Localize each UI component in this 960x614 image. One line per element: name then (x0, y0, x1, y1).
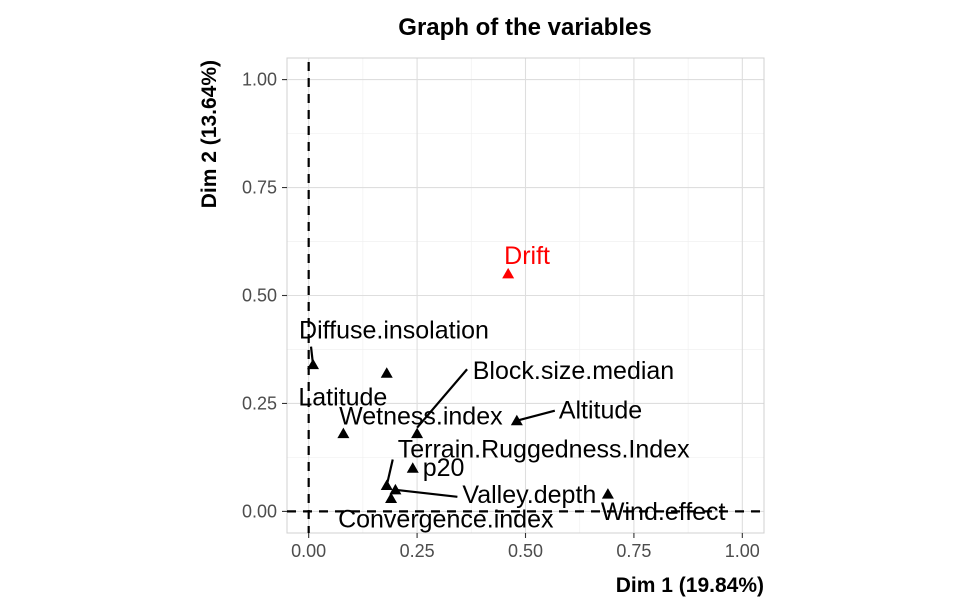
y-tick-label: 0.25 (242, 393, 277, 413)
point-drift (502, 267, 515, 279)
point-p20 (406, 462, 419, 473)
grid (287, 58, 764, 533)
label-latitude: Latitude (298, 384, 387, 412)
segment-valley-depth (395, 488, 458, 498)
label-convergence-index: Convergence.index (338, 505, 554, 533)
label-wetness-index: Wetness.index (339, 403, 503, 431)
data-points (307, 267, 614, 503)
x-tick-label: 0.00 (291, 541, 326, 561)
point-valley-depth (389, 483, 402, 495)
label-terrain-ruggedness-index: Terrain.Ruggedness.Index (398, 436, 690, 464)
label-diffuse-insolation: Diffuse.insolation (299, 317, 489, 345)
axis-ticks: 0.00 0.25 0.50 0.75 1.00 0.00 0.25 0.50 0.75 1.00 (242, 70, 760, 561)
y-tick-label: 0.75 (242, 178, 277, 198)
point-latitude (337, 427, 350, 439)
point-diffuse-insolation (307, 358, 320, 370)
x-axis-title: Dim 1 (19.84%) (616, 574, 764, 597)
x-tick-label: 0.75 (616, 541, 651, 561)
label-block-size-median: Block.size.median (473, 357, 674, 385)
point-wind-effect (601, 488, 614, 499)
point-altitude (510, 414, 523, 426)
reference-lines (287, 62, 764, 533)
x-tick-label: 1.00 (725, 541, 760, 561)
y-tick-label: 0.00 (242, 501, 277, 521)
segment-terrain-ruggedness-index (385, 459, 394, 486)
chart-title: Graph of the variables (398, 14, 651, 41)
point-block-size-median (380, 367, 393, 378)
segment-block-size-median (416, 368, 468, 429)
x-tick-label: 0.25 (400, 541, 435, 561)
y-axis-title: Dim 2 (13.64%) (198, 60, 221, 208)
segment-altitude (516, 409, 556, 422)
label-p20: p20 (423, 454, 465, 482)
point-terrain-ruggedness-index (380, 479, 393, 490)
point-labels: Drift Diffuse.insolation Block.size.median… (298, 242, 725, 534)
label-segments (309, 346, 556, 498)
x-tick-label: 0.50 (508, 541, 543, 561)
point-wetness-index (411, 427, 424, 439)
label-wind-effect: Wind.effect (601, 498, 726, 526)
label-drift: Drift (504, 242, 550, 270)
label-altitude: Altitude (559, 397, 642, 425)
point-convergence-index (385, 492, 398, 503)
y-tick-label: 0.50 (242, 286, 277, 306)
y-tick-label: 1.00 (242, 70, 277, 90)
label-valley-depth: Valley.depth (462, 481, 596, 509)
